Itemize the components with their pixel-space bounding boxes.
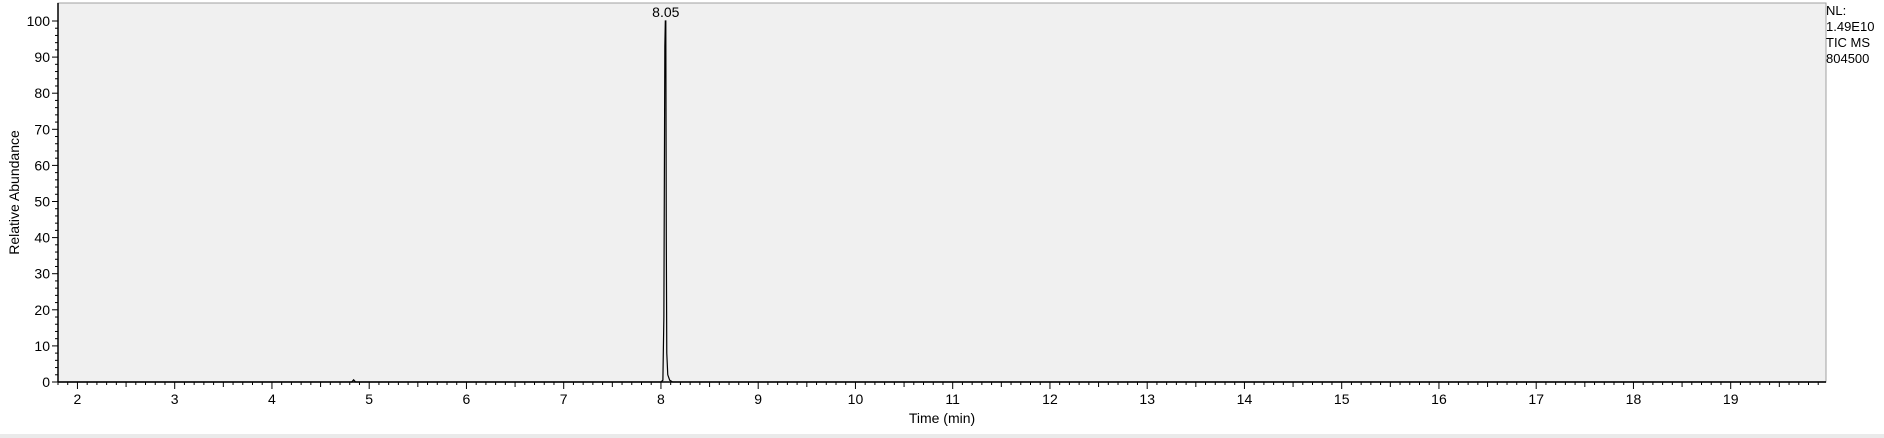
x-tick-label: 10: [848, 391, 864, 407]
x-tick-label: 13: [1139, 391, 1155, 407]
x-tick-label: 14: [1237, 391, 1253, 407]
plot-area: [57, 2, 1827, 383]
tic-trace-line: [58, 20, 1826, 383]
y-tick-label: 70: [34, 121, 50, 137]
y-tick-label: 100: [27, 13, 51, 29]
peak-label: 8.05: [652, 4, 679, 20]
x-tick-label: 7: [560, 391, 568, 407]
sample-id: 804500: [1826, 51, 1870, 66]
y-tick-label: 90: [34, 49, 50, 65]
x-tick-label: 19: [1723, 391, 1739, 407]
x-tick-label: 8: [657, 391, 665, 407]
y-tick-label: 80: [34, 85, 50, 101]
x-tick-label: 12: [1042, 391, 1058, 407]
y-tick-label: 10: [34, 338, 50, 354]
x-tick-label: 18: [1626, 391, 1642, 407]
x-axis-title: Time (min): [909, 410, 975, 426]
y-tick-label: 40: [34, 230, 50, 246]
x-tick-label: 2: [74, 391, 82, 407]
x-tick-label: 9: [754, 391, 762, 407]
normalization-info-panel: NL: 1.49E10 TIC MS 804500: [1826, 3, 1874, 67]
x-tick-label: 3: [171, 391, 179, 407]
y-axis-ticks: 0 10 20 30 40 50 60 70 80 90 100: [27, 13, 58, 390]
x-tick-label: 16: [1431, 391, 1447, 407]
trace-type: TIC MS: [1826, 35, 1871, 50]
x-axis-ticks: 2 3 4 5 6 7 8 9 10 11 12 13 14 15 16 17 18 19: [57, 382, 1819, 407]
y-tick-label: 20: [34, 302, 50, 318]
x-tick-label: 4: [268, 391, 276, 407]
y-tick-label: 30: [34, 266, 50, 282]
y-axis-title: Relative Abundance: [6, 130, 22, 255]
x-tick-label: 11: [945, 391, 960, 407]
x-tick-label: 6: [463, 391, 471, 407]
nl-label: NL:: [1826, 3, 1847, 18]
bottom-strip: [0, 434, 1884, 438]
x-tick-label: 15: [1334, 391, 1350, 407]
y-tick-label: 0: [42, 374, 50, 390]
y-tick-label: 60: [34, 157, 50, 173]
y-tick-label: 50: [34, 194, 50, 210]
peak-labels: 8.05: [652, 4, 679, 20]
x-tick-label: 5: [365, 391, 373, 407]
x-tick-label: 17: [1528, 391, 1544, 407]
nl-value: 1.49E10: [1826, 19, 1875, 34]
